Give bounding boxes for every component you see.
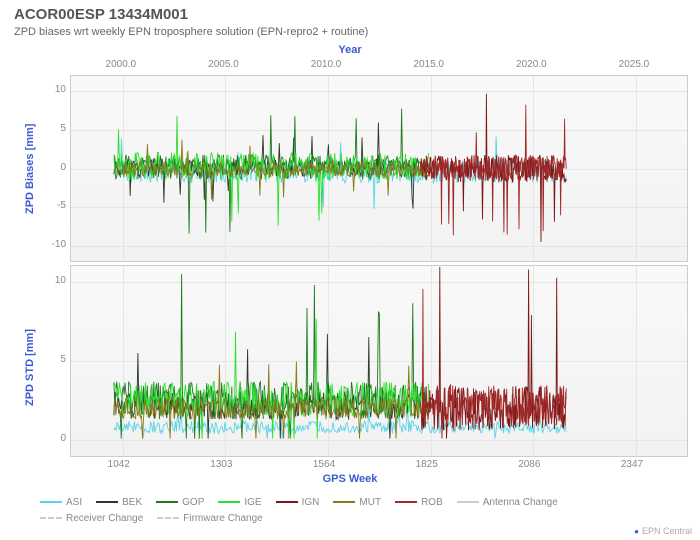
legend: ASI BEK GOP IGE IGN MUT ROB Antenna Change Recei… [40, 495, 686, 527]
legend-item: GOP [156, 495, 204, 511]
chart-title: ACOR00ESP 13434M001 [14, 6, 188, 23]
std-panel [70, 265, 688, 457]
bottom-axis-label: GPS Week [0, 473, 700, 485]
legend-item: ROB [395, 495, 443, 511]
legend-item: MUT [333, 495, 381, 511]
chart-subtitle: ZPD biases wrt weekly EPN troposphere so… [14, 26, 368, 38]
legend-item: IGE [218, 495, 261, 511]
legend-item: ASI [40, 495, 82, 511]
legend-item: BEK [96, 495, 142, 511]
legend-item: Antenna Change [457, 495, 558, 511]
chart-container: ACOR00ESP 13434M001 ZPD biases wrt weekl… [0, 0, 700, 540]
biases-panel [70, 75, 688, 262]
legend-item: Receiver Change [40, 511, 143, 527]
legend-item: IGN [276, 495, 320, 511]
credit: EPN Central [634, 526, 692, 536]
legend-item: Firmware Change [157, 511, 262, 527]
top-axis-label: Year [0, 44, 700, 56]
